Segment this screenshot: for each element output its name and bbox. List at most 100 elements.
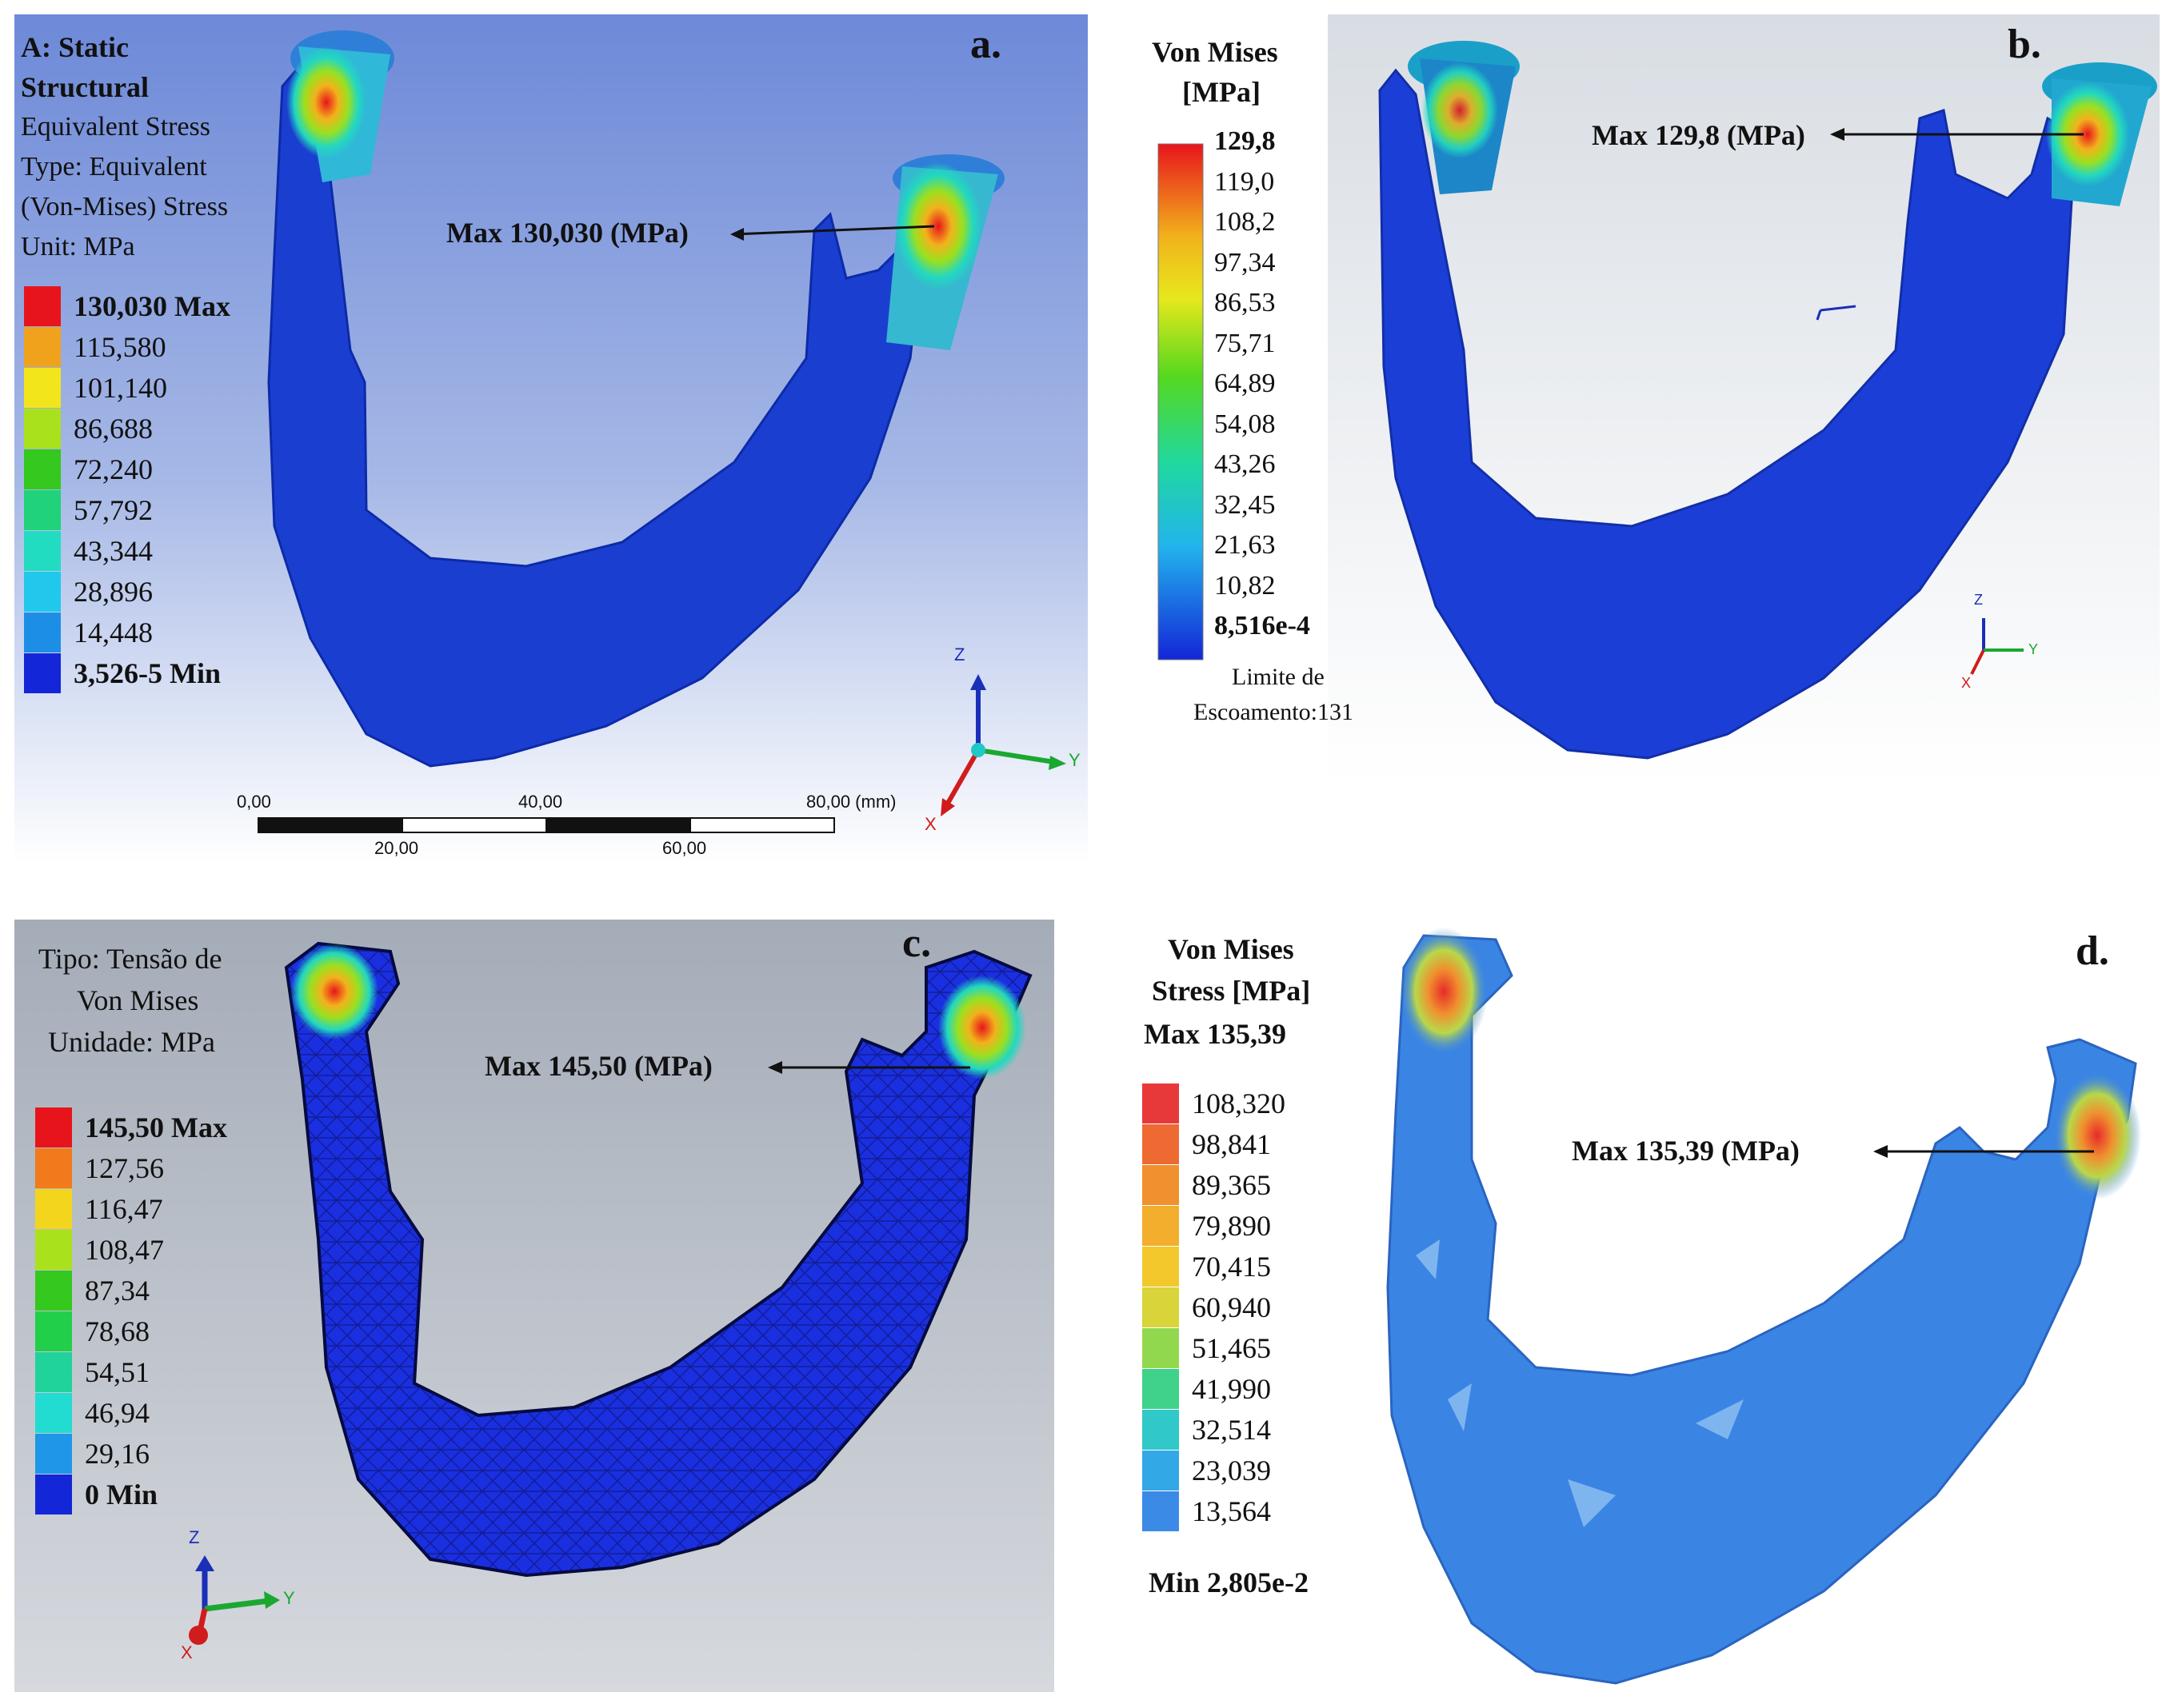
legend-swatch (35, 1393, 72, 1433)
legend-swatch (35, 1189, 72, 1229)
legend-swatch (1142, 1328, 1179, 1368)
axis-triad-b (1970, 618, 2024, 675)
legend-swatch (1142, 1247, 1179, 1287)
colorbar-tick-label: 129,8 (1214, 126, 1276, 156)
colorbar-tick-label: 43,26 (1214, 449, 1276, 479)
legend-row: 115,580 (24, 327, 166, 367)
legend-label: 72,240 (74, 453, 153, 485)
mandible-b (1378, 68, 2077, 760)
legend-swatch (24, 449, 61, 489)
hotspot-left-c (290, 944, 378, 1040)
legend-swatch (35, 1475, 72, 1514)
max-arrowhead-d (1873, 1145, 1888, 1158)
axis-triad-c (189, 1555, 280, 1645)
legend-row: 72,240 (24, 449, 153, 489)
legend-label: 60,940 (1192, 1291, 1271, 1323)
legend-swatch (35, 1271, 72, 1311)
colorbar-tick-label: 86,53 (1214, 288, 1276, 317)
legend-row: 79,890 (1142, 1206, 1271, 1246)
hotspot-right-a (894, 162, 982, 290)
colorbar-tick-label: 97,34 (1214, 247, 1276, 277)
colorbar-tick-label: 75,71 (1214, 328, 1276, 358)
panel-d-scene (1120, 920, 2160, 1692)
legend-row: 43,344 (24, 531, 153, 571)
legend-label: 78,68 (85, 1315, 150, 1347)
colorbar-tick-label: 32,45 (1214, 489, 1276, 520)
hotspot-right-c (938, 976, 1026, 1079)
legend-swatch (1142, 1165, 1179, 1205)
hotspot-left-d (1400, 928, 1488, 1056)
legend-row: 46,94 (35, 1393, 150, 1433)
legend-label: 13,564 (1192, 1495, 1271, 1527)
legend-row: 29,16 (35, 1434, 150, 1474)
legend-label: 127,56 (85, 1152, 164, 1184)
legend-swatch (1142, 1083, 1179, 1123)
legend-label: 130,030 Max (74, 290, 230, 322)
legend-row: 145,50 Max (35, 1107, 227, 1147)
legend-row: 28,896 (24, 572, 153, 612)
legend-row: 87,34 (35, 1271, 150, 1311)
legend-row: 41,990 (1142, 1369, 1271, 1409)
legend-label: 108,47 (85, 1234, 164, 1266)
panel-a-title-line1: A: Static (21, 31, 129, 63)
legend-swatch (24, 286, 61, 326)
legend-swatch (1142, 1124, 1179, 1164)
panel-a-title-line2: Structural (21, 71, 149, 103)
legend-label: 79,890 (1192, 1210, 1271, 1242)
legend-row: 70,415 (1142, 1247, 1271, 1287)
legend-label: 29,16 (85, 1438, 150, 1470)
legend-row: 51,465 (1142, 1328, 1271, 1368)
legend-d-min: Min 2,805e-2 (1149, 1566, 1309, 1598)
legend-label: 86,688 (74, 413, 153, 445)
axis-z-label-a: Z (954, 644, 965, 664)
colorbar-tick-label: 10,82 (1214, 570, 1276, 601)
panel-c-title-line1: Tipo: Tensão de (38, 943, 222, 975)
panel-a-subtitle-line3: (Von-Mises) Stress (21, 192, 229, 221)
legend-row: 89,365 (1142, 1165, 1271, 1205)
panel-c-title-line3: Unidade: MPa (48, 1026, 215, 1058)
legend-label: 116,47 (85, 1193, 163, 1225)
panel-c-title-line2: Von Mises (77, 984, 199, 1016)
legend-label: 101,140 (74, 372, 167, 404)
axis-y-label-c: Y (283, 1588, 295, 1608)
legend-label: 89,365 (1192, 1169, 1271, 1201)
panel-d-letter: d. (2076, 928, 2109, 974)
colorbar-tick-label: 119,0 (1214, 166, 1275, 197)
legend-label: 32,514 (1192, 1414, 1271, 1446)
panel-a-letter: a. (970, 22, 1001, 67)
colorbar-tick-label: 8,516e-4 (1214, 611, 1310, 640)
legend-label: 3,526-5 Min (74, 657, 221, 689)
hotspot-left-b (1421, 62, 1498, 158)
max-label-b: Max 129,8 (MPa) (1592, 119, 1805, 151)
legend-swatch (1142, 1410, 1179, 1450)
legend-label: 23,039 (1192, 1455, 1271, 1487)
legend-row: 57,792 (24, 490, 153, 530)
max-label-a: Max 130,030 (MPa) (446, 217, 689, 249)
legend-row: 101,140 (24, 368, 167, 408)
max-arrowhead-a (730, 228, 744, 241)
max-arrow-a (732, 225, 935, 236)
axis-y-label-b: Y (2028, 641, 2039, 657)
legend-swatch (1142, 1287, 1179, 1327)
panel-a-subtitle-line2: Type: Equivalent (21, 152, 207, 182)
legend-swatch (24, 572, 61, 612)
mandible-a (267, 68, 928, 768)
panel-c-letter: c. (902, 920, 932, 966)
legend-row: 98,841 (1142, 1124, 1271, 1164)
legend-label: 0 Min (85, 1479, 158, 1510)
axis-z-label-b: Z (1974, 592, 1983, 608)
legend-label: 87,34 (85, 1275, 150, 1307)
panel-a: A: Static Structural Equivalent Stress T… (14, 14, 1088, 864)
scale-bar-a (258, 817, 835, 833)
legend-swatch (35, 1148, 72, 1188)
max-arrowhead-c (768, 1061, 782, 1074)
view-indicator-b (1816, 305, 1856, 321)
legend-row: 127,56 (35, 1148, 164, 1188)
axis-y-label-a: Y (1069, 750, 1081, 770)
legend-swatch (1142, 1369, 1179, 1409)
legend-row: 23,039 (1142, 1451, 1271, 1491)
colorbar-b (1157, 143, 1204, 660)
legend-swatch (1142, 1451, 1179, 1491)
legend-swatch (24, 409, 61, 449)
scale-tick-80: 80,00 (mm) (806, 792, 897, 812)
